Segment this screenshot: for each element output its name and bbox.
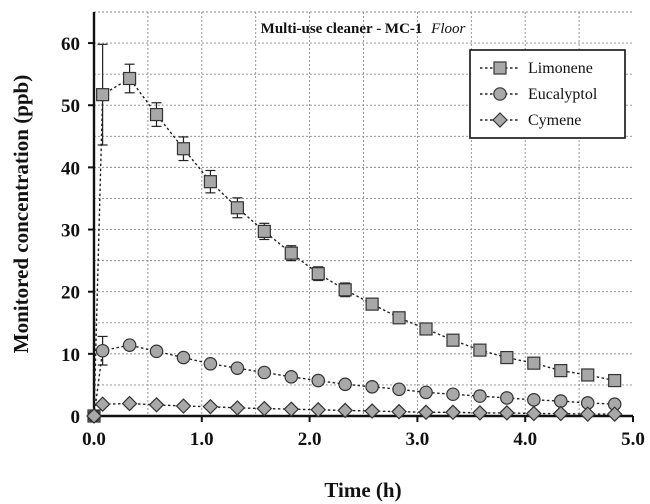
data-point — [581, 368, 595, 382]
legend: Limonene Eucalyptol Cymene — [469, 49, 626, 139]
data-point — [229, 400, 246, 416]
data-point — [121, 395, 138, 412]
axes — [92, 12, 633, 418]
data-point — [96, 88, 110, 102]
data-point — [392, 382, 406, 397]
data-point — [606, 406, 623, 422]
y-tick-label: 20 — [61, 283, 80, 304]
data-point — [527, 393, 541, 407]
data-point — [86, 408, 102, 424]
data-point — [176, 142, 191, 156]
data-point — [445, 404, 461, 421]
x-tick-label: 0.0 — [82, 429, 106, 450]
data-point — [257, 365, 272, 380]
data-point — [311, 373, 326, 388]
data-point — [500, 391, 514, 405]
series-cymene — [86, 395, 623, 424]
data-point — [527, 356, 541, 370]
series-layer — [86, 43, 623, 424]
data-point — [365, 379, 379, 394]
data-point — [176, 350, 191, 365]
y-tick-label: 0 — [71, 407, 81, 428]
data-point — [500, 350, 514, 365]
legend-marker — [493, 61, 507, 75]
data-point — [310, 401, 327, 418]
data-point — [94, 396, 111, 413]
x-tick-label: 3.0 — [406, 429, 430, 450]
y-axis-title: Monitored concentration (ppb) — [9, 75, 33, 353]
y-tick-label: 30 — [61, 221, 80, 242]
legend-label: Limonene — [528, 60, 593, 77]
data-point — [525, 405, 542, 422]
data-point — [284, 246, 298, 260]
data-point — [175, 398, 192, 414]
data-point — [392, 311, 406, 325]
data-point — [446, 333, 460, 347]
data-point — [283, 401, 300, 418]
data-point — [473, 389, 487, 403]
data-point — [337, 402, 354, 419]
x-tick-label: 4.0 — [513, 429, 537, 450]
data-point — [473, 343, 487, 357]
series-limonene — [87, 43, 622, 423]
data-point — [95, 343, 110, 358]
data-point — [499, 405, 515, 421]
data-point — [364, 403, 380, 419]
data-point — [202, 398, 219, 415]
data-point — [472, 405, 488, 421]
data-point — [230, 201, 244, 215]
x-tick-label: 5.0 — [621, 429, 645, 450]
data-point — [148, 396, 165, 413]
data-point — [579, 406, 596, 422]
data-point — [554, 364, 568, 378]
ticks: 0.0 1.0 2.0 3.0 4.0 5.0 0 10 20 30 40 50 60 — [61, 34, 645, 450]
data-point — [553, 394, 568, 408]
data-point — [419, 385, 433, 400]
data-point — [122, 71, 137, 86]
data-point — [256, 400, 273, 417]
y-tick-label: 10 — [61, 345, 80, 366]
data-point — [230, 361, 245, 375]
data-point — [418, 404, 434, 421]
data-point — [257, 224, 271, 239]
series-eucalyptol — [87, 335, 622, 423]
x-axis-title: Time (h) — [324, 478, 401, 502]
y-tick-label: 60 — [61, 34, 80, 55]
data-point — [446, 387, 460, 402]
data-point — [552, 405, 569, 422]
y-tick-label: 50 — [61, 96, 80, 117]
chart-title-main: Multi-use cleaner - MC-1 — [261, 21, 423, 37]
data-point — [122, 338, 137, 352]
series-line-eucalyptol — [93, 344, 615, 417]
data-point — [311, 267, 325, 281]
data-point — [203, 175, 218, 189]
y-tick-label: 40 — [61, 158, 80, 179]
legend-marker — [493, 87, 507, 101]
data-point — [391, 403, 407, 420]
data-point — [149, 107, 164, 122]
legend-label: Cymene — [528, 112, 581, 129]
data-point — [284, 370, 299, 384]
data-point — [149, 344, 164, 359]
x-tick-label: 2.0 — [298, 429, 322, 450]
data-point — [608, 373, 622, 388]
chart-title-italic: Floor — [430, 21, 465, 37]
data-point — [338, 283, 352, 297]
data-point — [419, 322, 433, 336]
data-point — [203, 356, 218, 371]
x-tick-label: 1.0 — [190, 429, 214, 450]
legend-label: Eucalyptol — [528, 86, 598, 103]
data-point — [365, 297, 379, 311]
data-point — [338, 377, 352, 392]
chart-title: Multi-use cleaner - MC-1 Floor — [261, 21, 466, 37]
legend-marker — [492, 112, 508, 128]
